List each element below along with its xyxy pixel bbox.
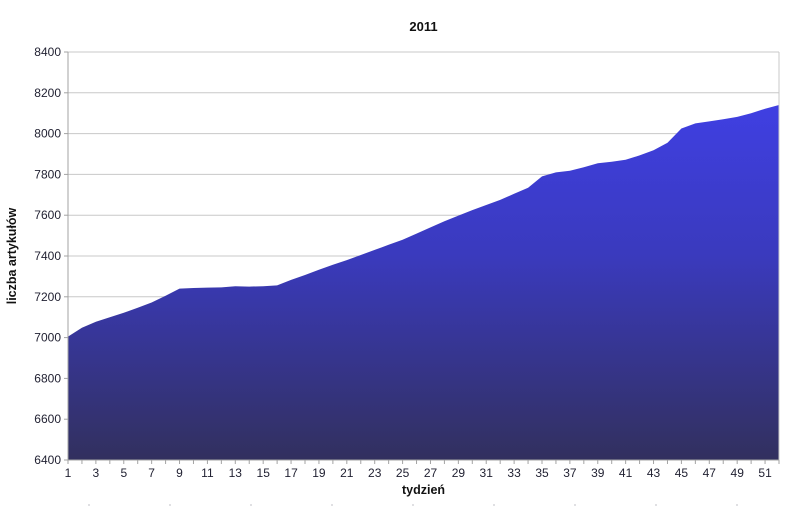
x-tick-label: 37 <box>563 466 577 480</box>
y-tick-label: 6800 <box>34 371 61 385</box>
x-tick-label: 1 <box>65 466 72 480</box>
x-tick-label: 17 <box>284 466 298 480</box>
x-tick-label: 29 <box>452 466 466 480</box>
x-tick-label: 19 <box>312 466 326 480</box>
x-tick-label: 41 <box>619 466 633 480</box>
x-tick-label: 47 <box>703 466 717 480</box>
x-tick-label: 21 <box>340 466 354 480</box>
x-tick-label: 33 <box>507 466 521 480</box>
y-tick-label: 7400 <box>34 249 61 263</box>
reflection-artifact <box>88 504 788 506</box>
x-tick-label: 51 <box>758 466 772 480</box>
y-tick-label: 8000 <box>34 127 61 141</box>
x-tick-label: 5 <box>120 466 127 480</box>
x-tick-label: 23 <box>368 466 382 480</box>
x-tick-label: 15 <box>257 466 271 480</box>
y-tick-label: 7200 <box>34 290 61 304</box>
y-tick-label: 7800 <box>34 167 61 181</box>
x-tick-label: 3 <box>93 466 100 480</box>
x-tick-label: 25 <box>396 466 410 480</box>
x-tick-label: 11 <box>201 466 214 480</box>
x-tick-label: 39 <box>591 466 605 480</box>
y-tick-label: 7600 <box>34 208 61 222</box>
x-tick-label: 43 <box>647 466 661 480</box>
x-tick-label: 45 <box>675 466 689 480</box>
y-tick-label: 8400 <box>34 45 61 59</box>
x-tick-label: 31 <box>480 466 494 480</box>
x-tick-label: 9 <box>176 466 183 480</box>
x-tick-label: 13 <box>229 466 243 480</box>
x-tick-label: 35 <box>535 466 549 480</box>
y-tick-label: 8200 <box>34 86 61 100</box>
y-tick-label: 7000 <box>34 331 61 345</box>
x-tick-label: 49 <box>731 466 745 480</box>
x-axis-title: tydzień <box>401 483 446 497</box>
x-tick-label: 7 <box>148 466 155 480</box>
area-series <box>68 105 779 460</box>
chart-title: 2011 <box>409 19 438 34</box>
y-tick-label: 6600 <box>34 412 61 426</box>
x-tick-label: 27 <box>424 466 438 480</box>
y-tick-label: 6400 <box>34 453 61 467</box>
